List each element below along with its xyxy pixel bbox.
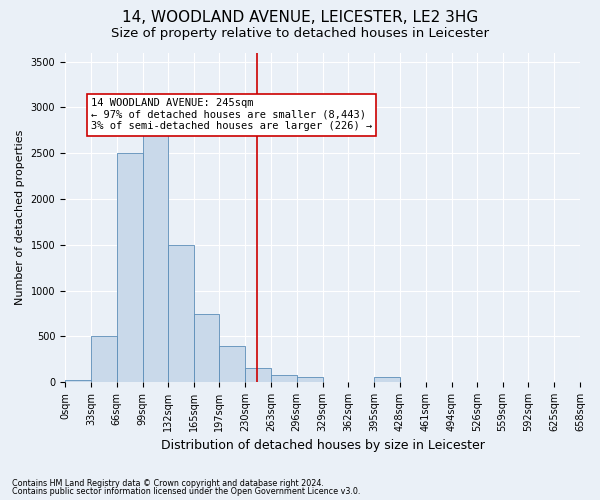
Text: Contains public sector information licensed under the Open Government Licence v3: Contains public sector information licen… bbox=[12, 487, 361, 496]
Bar bbox=[296, 378, 323, 382]
Bar bbox=[245, 368, 271, 382]
Bar bbox=[271, 375, 296, 382]
Y-axis label: Number of detached properties: Number of detached properties bbox=[15, 130, 25, 305]
Bar bbox=[116, 153, 143, 382]
Bar bbox=[169, 244, 194, 382]
Bar bbox=[194, 314, 219, 382]
Bar bbox=[65, 380, 91, 382]
Text: Size of property relative to detached houses in Leicester: Size of property relative to detached ho… bbox=[111, 28, 489, 40]
X-axis label: Distribution of detached houses by size in Leicester: Distribution of detached houses by size … bbox=[161, 440, 484, 452]
Text: Contains HM Land Registry data © Crown copyright and database right 2024.: Contains HM Land Registry data © Crown c… bbox=[12, 478, 324, 488]
Bar bbox=[219, 346, 245, 382]
Bar bbox=[374, 378, 400, 382]
Text: 14, WOODLAND AVENUE, LEICESTER, LE2 3HG: 14, WOODLAND AVENUE, LEICESTER, LE2 3HG bbox=[122, 10, 478, 25]
Bar bbox=[143, 124, 169, 382]
Text: 14 WOODLAND AVENUE: 245sqm
← 97% of detached houses are smaller (8,443)
3% of se: 14 WOODLAND AVENUE: 245sqm ← 97% of deta… bbox=[91, 98, 372, 132]
Bar bbox=[91, 336, 116, 382]
